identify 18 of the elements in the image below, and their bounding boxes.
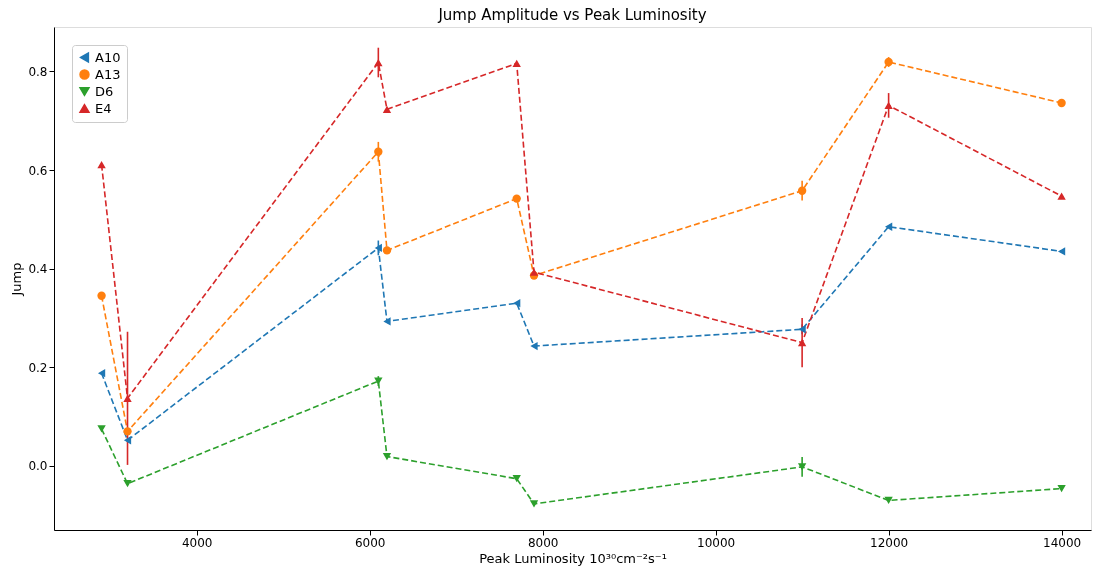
y-tick-label: 0.6 [28, 163, 48, 178]
x-tick-label: 4000 [181, 535, 213, 550]
x-tick-label: 8000 [527, 535, 559, 550]
y-tick-label: 0.4 [28, 262, 48, 277]
chart-title: Jump Amplitude vs Peak Luminosity [437, 6, 707, 24]
y-tick-label: 0.8 [28, 64, 48, 79]
legend-label: E4 [95, 100, 112, 116]
x-tick-label: 10000 [697, 535, 736, 550]
y-axis-title: Jump [9, 262, 25, 297]
y-tick-label: 0.2 [28, 360, 48, 375]
legend-label: A13 [95, 66, 121, 82]
x-tick-label: 14000 [1043, 535, 1082, 550]
x-tick-label: 6000 [354, 535, 386, 550]
x-axis-title: Peak Luminosity 10³⁰cm⁻²s⁻¹ [479, 550, 667, 566]
legend-label: D6 [95, 83, 114, 99]
legend-label: A10 [95, 49, 121, 65]
x-tick-label: 12000 [870, 535, 909, 550]
y-tick-label: 0.0 [28, 459, 48, 474]
